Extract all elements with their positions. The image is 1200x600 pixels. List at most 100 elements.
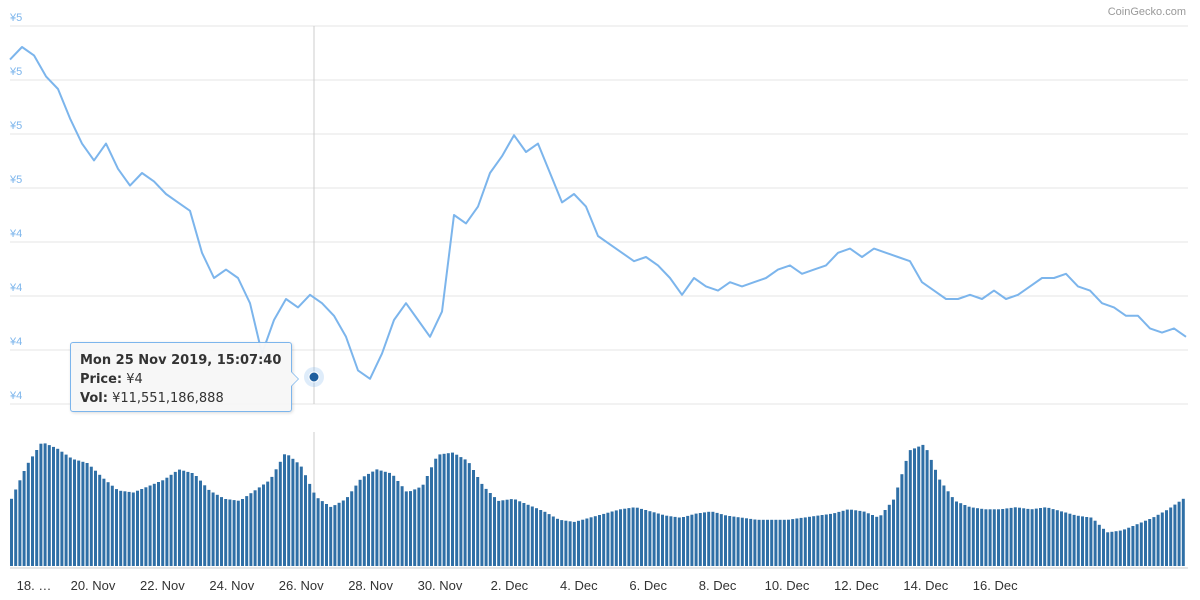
volume-bar bbox=[766, 519, 769, 566]
volume-bar bbox=[94, 470, 97, 566]
y-tick-label: ¥4 bbox=[9, 390, 22, 402]
volume-bar bbox=[1072, 514, 1076, 566]
volume-bar bbox=[955, 501, 958, 566]
volume-bar bbox=[68, 457, 72, 566]
volume-bar bbox=[837, 511, 841, 566]
y-tick-label: ¥4 bbox=[9, 282, 22, 294]
volume-bar bbox=[1123, 529, 1126, 566]
volume-bar bbox=[589, 517, 593, 566]
volume-bar bbox=[337, 502, 341, 566]
volume-bar bbox=[757, 519, 761, 566]
volume-bar bbox=[1026, 508, 1030, 566]
volume-bar bbox=[1009, 507, 1013, 566]
volume-bar bbox=[950, 497, 954, 566]
volume-bar bbox=[14, 489, 18, 566]
volume-bar bbox=[161, 480, 165, 566]
x-tick-label: 12. Dec bbox=[834, 578, 879, 593]
volume-bar bbox=[178, 469, 181, 566]
volume-bar bbox=[728, 516, 732, 566]
volume-bar bbox=[1076, 515, 1080, 566]
volume-bar bbox=[140, 489, 144, 566]
volume-bar bbox=[711, 511, 715, 566]
volume-bar bbox=[10, 498, 13, 566]
y-tick-label: ¥5 bbox=[9, 120, 22, 132]
tooltip-vol-label: Vol: bbox=[80, 391, 108, 406]
volume-bar bbox=[530, 506, 534, 566]
volume-bar bbox=[173, 471, 177, 566]
volume-bar bbox=[400, 486, 404, 566]
volume-bar bbox=[1110, 531, 1114, 566]
volume-bar bbox=[556, 518, 559, 566]
volume-bar bbox=[1114, 531, 1118, 566]
volume-bar bbox=[1055, 510, 1059, 566]
volume-bar bbox=[274, 469, 278, 566]
volume-bar bbox=[1013, 507, 1017, 566]
volume-bar bbox=[850, 509, 853, 566]
volume-bar bbox=[1097, 524, 1101, 566]
volume-bar bbox=[547, 514, 551, 566]
volume-bar bbox=[598, 515, 601, 566]
volume-bar bbox=[845, 509, 849, 566]
volume-bar bbox=[430, 467, 433, 566]
volume-bar bbox=[560, 520, 564, 566]
volume-bar bbox=[253, 490, 257, 566]
x-tick-label: 26. Nov bbox=[279, 578, 324, 593]
credit-link[interactable]: CoinGecko.com bbox=[1107, 6, 1186, 18]
volume-bar bbox=[665, 515, 669, 566]
volume-bar bbox=[1139, 522, 1143, 566]
volume-bar bbox=[211, 492, 215, 566]
volume-bar bbox=[1081, 516, 1084, 566]
volume-bar bbox=[904, 460, 908, 566]
volume-bar bbox=[257, 487, 261, 566]
volume-bar bbox=[988, 509, 992, 566]
volume-bar bbox=[682, 517, 685, 566]
volume-bar bbox=[1181, 498, 1185, 566]
volume-bar bbox=[640, 508, 643, 566]
volume-bar bbox=[841, 510, 845, 566]
volume-bar bbox=[900, 474, 904, 566]
price-line bbox=[9, 46, 1187, 380]
volume-bar bbox=[997, 509, 1000, 566]
volume-bar bbox=[333, 505, 337, 566]
volume-bar bbox=[1064, 512, 1068, 566]
volume-bar bbox=[963, 505, 967, 566]
volume-bar bbox=[165, 477, 169, 566]
volume-bar bbox=[316, 498, 320, 566]
volume-bar bbox=[371, 471, 375, 566]
volume-bar bbox=[1060, 511, 1063, 566]
volume-bar bbox=[749, 518, 753, 566]
volume-bar bbox=[1152, 517, 1156, 566]
volume-bar bbox=[1165, 510, 1168, 566]
volume-bar bbox=[367, 473, 370, 566]
x-tick-label: 28. Nov bbox=[348, 578, 393, 593]
volume-bar bbox=[740, 517, 744, 566]
volume-bar bbox=[934, 469, 937, 566]
volume-bar bbox=[278, 461, 282, 566]
volume-bar bbox=[472, 470, 475, 566]
volume-bar bbox=[476, 477, 480, 566]
volume-bar bbox=[1005, 508, 1009, 566]
volume-bar bbox=[375, 469, 379, 566]
volume-bar bbox=[18, 480, 22, 566]
volume-bar bbox=[488, 493, 492, 566]
volume-bar bbox=[102, 478, 106, 566]
volume-bar bbox=[673, 516, 677, 566]
volume-bar bbox=[73, 459, 76, 566]
volume-bar bbox=[858, 510, 862, 566]
volume-bar bbox=[438, 454, 442, 566]
x-tick-label: 4. Dec bbox=[560, 578, 598, 593]
volume-bar bbox=[761, 519, 765, 566]
volume-bar bbox=[115, 489, 118, 566]
tooltip-date: Mon 25 Nov 2019, 15:07:40 bbox=[80, 353, 282, 368]
volume-bar bbox=[190, 473, 194, 566]
volume-bar bbox=[980, 508, 984, 566]
volume-bar bbox=[795, 518, 799, 566]
volume-bar bbox=[976, 508, 979, 566]
volume-bar bbox=[1144, 520, 1147, 566]
volume-bar bbox=[648, 511, 652, 566]
volume-bar bbox=[383, 471, 387, 566]
volume-bar bbox=[745, 518, 748, 566]
hover-marker[interactable] bbox=[308, 371, 320, 383]
volume-bar bbox=[677, 517, 681, 566]
